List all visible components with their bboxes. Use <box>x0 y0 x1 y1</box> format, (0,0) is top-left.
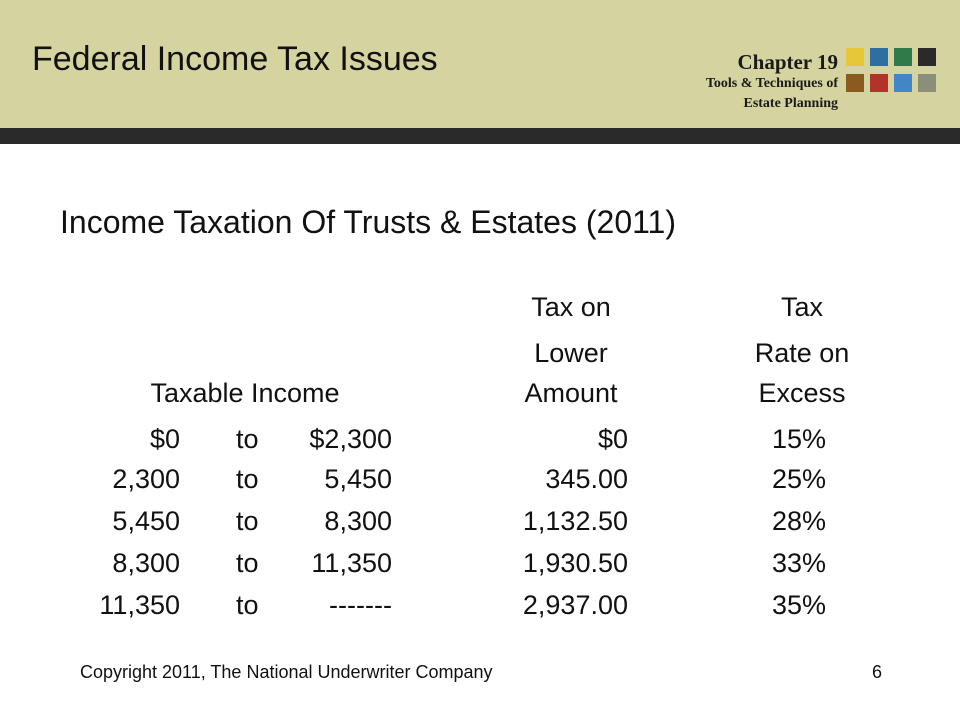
header-title: Federal Income Tax Issues <box>32 40 438 78</box>
logo-squares <box>846 48 942 96</box>
footer-copyright: Copyright 2011, The National Underwriter… <box>80 662 493 682</box>
logo-square <box>846 48 864 66</box>
header-tax-lower-1: Tax on <box>531 292 611 322</box>
logo-square <box>918 48 936 66</box>
cell-tax: 2,937.00 <box>522 590 628 620</box>
cell-tax: 345.00 <box>545 464 628 494</box>
chapter-subtitle-line1: Tools & Techniques of <box>705 76 838 91</box>
header-rate-1: Tax <box>780 292 824 322</box>
cell-to-word: to <box>236 464 259 494</box>
cell-rate: 35% <box>771 590 826 620</box>
header-tax-lower-3: Amount <box>524 378 618 408</box>
cell-to: $2,300 <box>309 424 392 454</box>
header-rate-2: Rate on <box>754 338 850 368</box>
logo-square <box>870 48 888 66</box>
chapter-label: Chapter 19 <box>737 50 838 74</box>
page-title: Income Taxation Of Trusts & Estates (201… <box>60 204 676 240</box>
cell-tax: 1,930.50 <box>522 548 628 578</box>
cell-from: 8,300 <box>112 548 180 578</box>
header-divider <box>0 128 960 144</box>
cell-from: 5,450 <box>112 506 180 536</box>
cell-from: 2,300 <box>112 464 180 494</box>
cell-to: 5,450 <box>324 464 392 494</box>
logo-square <box>918 74 936 92</box>
logo-square <box>870 74 888 92</box>
cell-to: 11,350 <box>311 548 392 578</box>
cell-to: ------- <box>329 590 392 620</box>
cell-to-word: to <box>236 424 259 454</box>
chapter-block: Chapter 19 Tools & Techniques of Estate … <box>618 50 838 114</box>
page-number: 6 <box>871 662 882 682</box>
logo-square <box>894 48 912 66</box>
cell-rate: 25% <box>771 464 826 494</box>
cell-rate: 28% <box>771 506 826 536</box>
cell-rate: 33% <box>771 548 826 578</box>
logo-square <box>894 74 912 92</box>
header-tax-lower-2: Lower <box>534 338 608 368</box>
cell-to-word: to <box>236 548 259 578</box>
cell-to: 8,300 <box>324 506 392 536</box>
chapter-subtitle-line2: Estate Planning <box>743 96 838 111</box>
cell-rate: 15% <box>771 424 826 454</box>
cell-from: $0 <box>149 424 180 454</box>
header-band <box>0 0 960 128</box>
header-taxable-income: Taxable Income <box>150 378 340 408</box>
cell-to-word: to <box>236 590 259 620</box>
logo-square <box>846 74 864 92</box>
cell-from: 11,350 <box>99 590 180 620</box>
cell-tax: $0 <box>597 424 628 454</box>
cell-tax: 1,132.50 <box>522 506 628 536</box>
header-rate-3: Excess <box>758 378 846 408</box>
cell-to-word: to <box>236 506 259 536</box>
